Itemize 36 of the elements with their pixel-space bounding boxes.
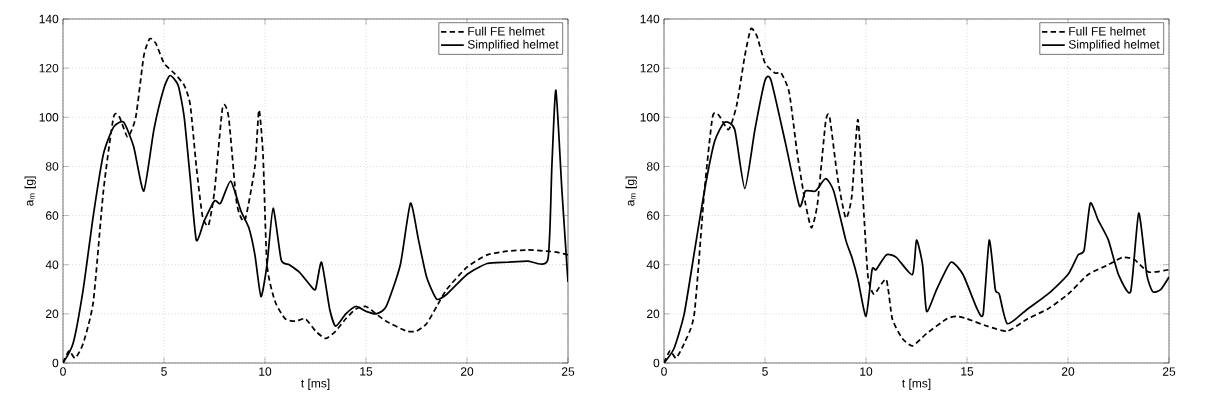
y-tick-label: 60 [46, 211, 59, 220]
x-tick-label: 20 [460, 367, 474, 376]
y-tick-label: 40 [646, 260, 660, 269]
x-tick-label: 25 [561, 367, 575, 376]
legend-label: Full FE helmet [468, 26, 545, 36]
y-tick-label: 80 [646, 162, 660, 171]
legend-label: Simplified helmet [1068, 39, 1160, 52]
x-tick-label: 15 [961, 367, 974, 376]
y-tick-label: 0 [52, 358, 59, 368]
y-tick-label: 120 [39, 63, 59, 73]
legend-label: Simplified helmet [467, 39, 559, 52]
y-tick-label: 140 [39, 14, 59, 24]
y-tick-label: 100 [39, 113, 59, 122]
y-tick-label: 0 [653, 358, 660, 368]
y-axis-title: a$_{m}$ [g] [24, 176, 36, 206]
x-tick-label: 15 [360, 367, 373, 376]
y-tick-label: 20 [647, 309, 660, 319]
x-axis-title: t [ms] [902, 378, 931, 390]
x-tick-label: 0 [661, 367, 667, 376]
y-tick-label: 60 [647, 211, 660, 220]
y-tick-label: 80 [45, 162, 59, 171]
y-tick-label: 20 [46, 309, 59, 319]
x-axis-title: t [ms] [301, 378, 330, 390]
x-tick-label: 0 [60, 367, 66, 376]
x-tick-label: 5 [161, 367, 167, 376]
y-tick-label: 140 [640, 14, 660, 24]
y-tick-label: 100 [640, 113, 660, 122]
y-tick-label: 120 [640, 63, 660, 73]
x-tick-label: 10 [259, 367, 272, 376]
x-tick-label: 25 [1162, 367, 1176, 376]
legend-label: Full FE helmet [1069, 26, 1146, 36]
y-tick-label: 40 [45, 260, 59, 269]
x-tick-label: 20 [1061, 367, 1075, 376]
y-axis-title: a$_{m}$ [g] [625, 176, 637, 206]
x-tick-label: 5 [762, 367, 768, 376]
x-tick-label: 10 [860, 367, 873, 376]
